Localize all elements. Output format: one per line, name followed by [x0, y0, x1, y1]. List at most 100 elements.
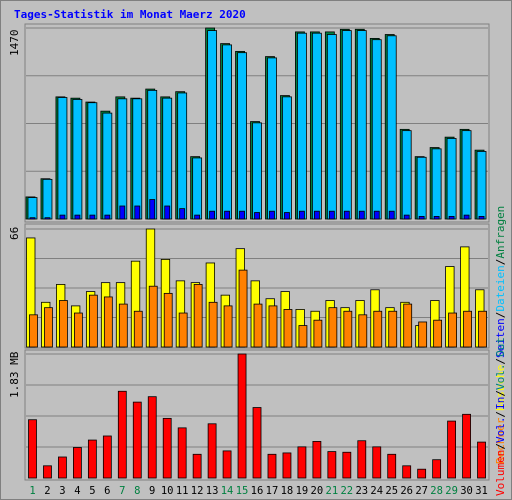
rechner-bar: [403, 303, 413, 348]
dateien-bar: [117, 98, 128, 220]
volumen-bar: [297, 446, 307, 479]
volumen-bar: [282, 452, 292, 479]
rechner-bar: [433, 319, 443, 348]
rechner-bar: [463, 310, 472, 348]
legend-entry: Rechner: [494, 417, 507, 464]
seiten-bar: [119, 205, 126, 220]
legend-entry: Vol. In: [494, 397, 507, 443]
seiten-bar: [388, 210, 395, 220]
day-label: 6: [104, 485, 110, 497]
volumen-bar: [43, 465, 52, 479]
dateien-bar: [461, 130, 472, 220]
dateien-bar: [326, 34, 337, 220]
volumen-bar: [357, 440, 367, 479]
volumen-bar: [462, 413, 471, 479]
dateien-bar: [311, 32, 322, 220]
rechner-bar: [178, 312, 188, 348]
dateien-bar: [237, 52, 247, 220]
volumen-bar: [192, 453, 202, 479]
volumen-bar: [222, 450, 232, 479]
seiten-bar: [179, 208, 186, 220]
rechner-bar: [208, 301, 218, 348]
volumen-bar: [207, 423, 217, 479]
seiten-bar: [239, 210, 245, 220]
dateien-bar: [42, 178, 53, 220]
dateien-bar: [162, 97, 173, 220]
rechner-bar: [343, 310, 353, 348]
day-label: 19: [296, 485, 309, 497]
volumen-bar: [327, 451, 337, 479]
seiten-bar: [209, 210, 216, 220]
dateien-bar: [431, 148, 442, 220]
day-label: 2: [44, 485, 50, 497]
day-label: 8: [134, 485, 140, 497]
rechner-bar: [133, 310, 143, 348]
legend-entry: /: [494, 259, 507, 266]
day-label: 21: [326, 485, 339, 497]
volumen-bar: [58, 456, 67, 479]
dateien-bar: [341, 30, 352, 220]
legend-entry: Seiten: [494, 318, 507, 358]
dateien-bar: [282, 96, 292, 220]
seiten-bar: [194, 214, 201, 220]
volumen-bar: [342, 451, 352, 479]
day-label: 13: [206, 485, 219, 497]
rechner-bar: [118, 303, 128, 348]
rechner-bar: [478, 310, 487, 348]
volumen-bar: [117, 390, 127, 479]
dateien-bar: [371, 39, 382, 220]
legend-entry: /: [494, 443, 507, 450]
volumen-bar: [73, 447, 82, 479]
day-label: 9: [149, 485, 155, 497]
day-label: 12: [191, 485, 204, 497]
dateien-bar: [476, 151, 487, 220]
day-label: 29: [445, 485, 458, 497]
seiten-bar: [463, 214, 470, 220]
seiten-bar: [328, 210, 335, 220]
volumen-bar: [177, 427, 187, 479]
volumen-bar: [237, 353, 247, 479]
rechner-bar: [44, 307, 53, 348]
seiten-bar: [104, 214, 111, 220]
day-label: 3: [59, 485, 65, 497]
legend-entry: Dateien: [494, 265, 507, 311]
rechner-bar: [253, 303, 263, 348]
y-max-label-volume: 1.83 MB: [8, 351, 21, 398]
rechner-bar: [74, 312, 83, 348]
legend-entry: Vol. Out: [494, 337, 507, 390]
dateien-bar: [132, 98, 143, 220]
dateien-bar: [102, 112, 113, 220]
seiten-bar: [74, 214, 81, 220]
rechner-bar: [223, 305, 233, 348]
day-label: 14: [221, 485, 234, 497]
legend-top: Rechner/Besuche/Seiten/Dateien/Anfragen: [494, 206, 507, 464]
volumen-bar: [417, 468, 427, 479]
seiten-bar: [433, 216, 440, 220]
rechner-bar: [148, 285, 158, 348]
seiten-bar: [59, 214, 66, 220]
dateien-bar: [356, 30, 367, 220]
rechner-bar: [448, 312, 457, 348]
rechner-bar: [238, 269, 248, 348]
volumen-bar: [372, 446, 382, 479]
legend-entry: /: [494, 390, 507, 397]
rechner-bar: [88, 294, 98, 348]
seiten-bar: [343, 210, 350, 220]
rechner-bar: [193, 284, 203, 348]
dateien-bar: [386, 35, 397, 220]
seiten-bar: [164, 205, 171, 220]
dateien-bar: [207, 30, 218, 220]
rechner-bar: [59, 300, 68, 348]
day-label: 22: [340, 485, 353, 497]
seiten-bar: [44, 217, 51, 220]
seiten-bar: [358, 210, 365, 220]
volumen-bar: [402, 465, 412, 479]
rechner-bar: [268, 305, 278, 348]
dateien-bar: [267, 57, 277, 220]
volumen-bar: [162, 417, 172, 479]
legend-entry: Anfragen: [494, 206, 507, 259]
dateien-bar: [297, 32, 307, 220]
seiten-bar: [284, 212, 290, 220]
seiten-bar: [418, 216, 425, 220]
legend-entry: Volumen: [494, 450, 507, 496]
